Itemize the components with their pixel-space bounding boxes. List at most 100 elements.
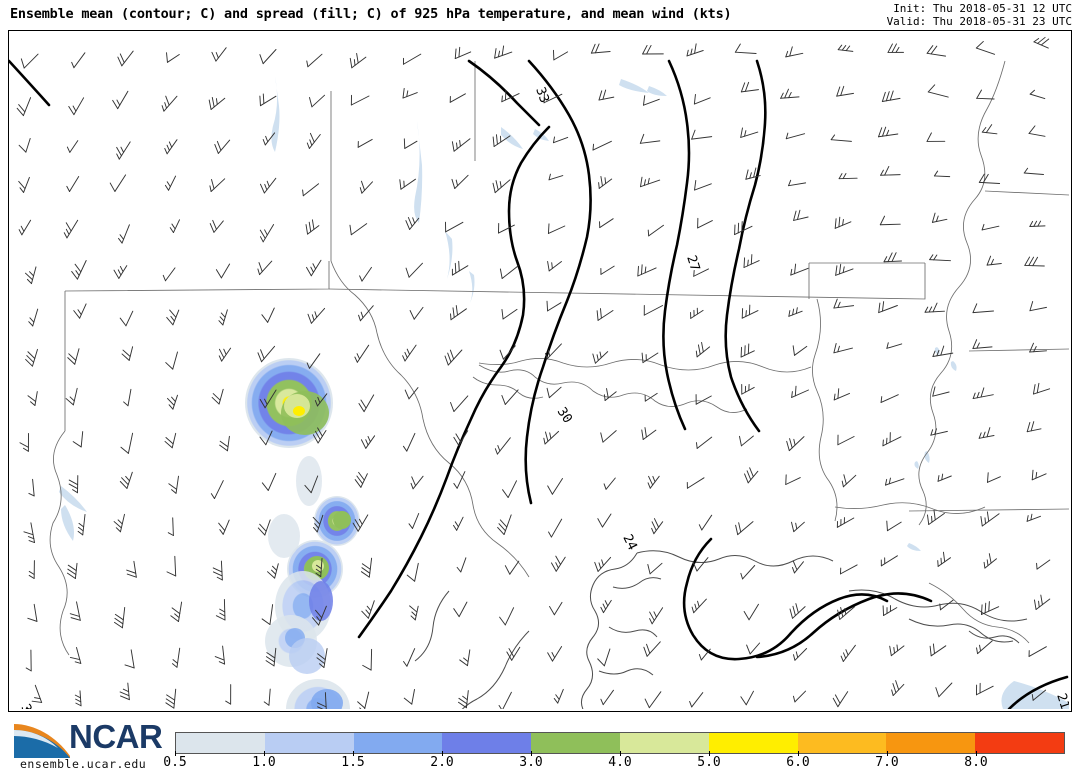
colorbar-tick-label: 5.0 (697, 755, 721, 770)
wind-barb (210, 480, 224, 500)
map-panel[interactable]: 33 27 30 24 33 21 (8, 30, 1072, 712)
wind-barb (406, 562, 419, 582)
wind-barb (1026, 421, 1042, 433)
wind-barb (833, 298, 855, 309)
wind-barb (211, 47, 227, 62)
wind-barb (306, 132, 321, 149)
wind-barb (926, 45, 947, 57)
wind-barb (647, 224, 664, 237)
wind-barb (932, 345, 954, 357)
wind-barb (838, 173, 858, 180)
wind-barb (67, 348, 80, 365)
wind-barb (27, 603, 38, 622)
wind-barb (169, 219, 180, 234)
wind-barb (259, 93, 277, 107)
spread-fill-layer (245, 358, 360, 709)
wind-barb (600, 430, 617, 443)
wind-barb (743, 254, 760, 268)
wind-barb (457, 690, 469, 709)
colorbar-segment-1 (264, 733, 354, 753)
wind-barb (740, 565, 756, 580)
wind-barb (734, 43, 757, 54)
wind-barb (218, 309, 228, 326)
wind-barb (641, 427, 657, 440)
wind-barb (212, 560, 223, 581)
wind-barb (689, 692, 704, 708)
wind-barb (119, 471, 133, 489)
wind-barb (834, 216, 852, 229)
footer-bar: NCAR ensemble.ucar.edu 0.5 1.0 1.5 2.0 3.0 4.… (0, 712, 1080, 781)
coastline-layer (414, 550, 1028, 709)
wind-barb (359, 266, 372, 282)
map-canvas[interactable]: 33 27 30 24 33 21 (9, 31, 1069, 709)
wind-barb (113, 513, 125, 533)
wind-barb (792, 690, 807, 703)
colorbar-tick-label: 4.0 (608, 755, 632, 770)
wind-barb (399, 178, 416, 190)
time-stamp-block: Init: Thu 2018-05-31 12 UTC Valid: Thu 2… (887, 2, 1072, 28)
wind-barb (262, 132, 276, 146)
contour-label-layer: 33 27 30 24 33 21 (17, 85, 1069, 709)
wind-barb (939, 599, 954, 611)
wind-barb (497, 514, 512, 536)
wind-barb (404, 387, 419, 400)
wind-barb (639, 133, 661, 144)
wind-barb (31, 684, 43, 703)
wind-barb (167, 517, 174, 536)
wind-barb (409, 306, 424, 320)
wind-barb (597, 513, 612, 528)
wind-barb (359, 180, 373, 194)
wind-barb (839, 564, 858, 575)
wind-barb (312, 605, 327, 626)
colorbar-segment-6 (708, 733, 798, 753)
colorbar-tick-mark (620, 751, 621, 756)
wind-barb (71, 52, 86, 69)
wind-barb (506, 646, 521, 661)
wind-barb (121, 346, 134, 361)
wind-barb (878, 126, 899, 138)
wind-barb (600, 689, 614, 706)
wind-barb (358, 394, 375, 413)
wind-barb (211, 388, 224, 405)
colorbar-tick-label: 0.5 (163, 755, 187, 770)
wind-barb (1028, 125, 1046, 137)
wind-barb (643, 641, 661, 657)
wind-barb (789, 603, 806, 619)
wind-barb (642, 95, 660, 106)
wind-barb (68, 97, 85, 116)
colorbar-segment-3 (442, 733, 532, 753)
wind-barb (119, 310, 134, 327)
ncar-logo[interactable]: NCAR ensemble.ucar.edu (12, 718, 163, 774)
wind-barb (649, 607, 664, 625)
wind-barb (976, 89, 995, 100)
colorbar-tick-mark (531, 751, 532, 756)
wind-barb (492, 134, 511, 147)
wind-barb (66, 562, 78, 579)
wind-barb (209, 219, 224, 233)
wind-barb (651, 518, 664, 535)
wind-barb-layer (16, 36, 1051, 709)
colorbar-tick-label: 8.0 (964, 755, 988, 770)
colorbar-tick-label: 2.0 (430, 755, 454, 770)
wind-barb (164, 432, 177, 449)
wind-barb (692, 557, 709, 572)
wind-barb (545, 343, 562, 360)
wind-barb (402, 344, 417, 362)
wind-barb (603, 477, 616, 490)
wind-barb (453, 430, 469, 447)
wind-barb (405, 217, 420, 230)
wind-barb (1033, 36, 1050, 49)
wind-barb (402, 432, 416, 452)
colorbar[interactable] (175, 732, 1065, 754)
wind-barb (592, 351, 609, 364)
wind-barb (352, 514, 369, 532)
colorbar-segment-8 (886, 733, 976, 753)
wind-barb (499, 345, 516, 360)
wind-barb (109, 174, 127, 192)
wind-barb (165, 351, 178, 370)
wind-barb (456, 557, 467, 573)
wind-barb (120, 432, 134, 454)
wind-barb (263, 688, 271, 706)
wind-barb (930, 428, 948, 436)
wind-barb (937, 551, 951, 567)
